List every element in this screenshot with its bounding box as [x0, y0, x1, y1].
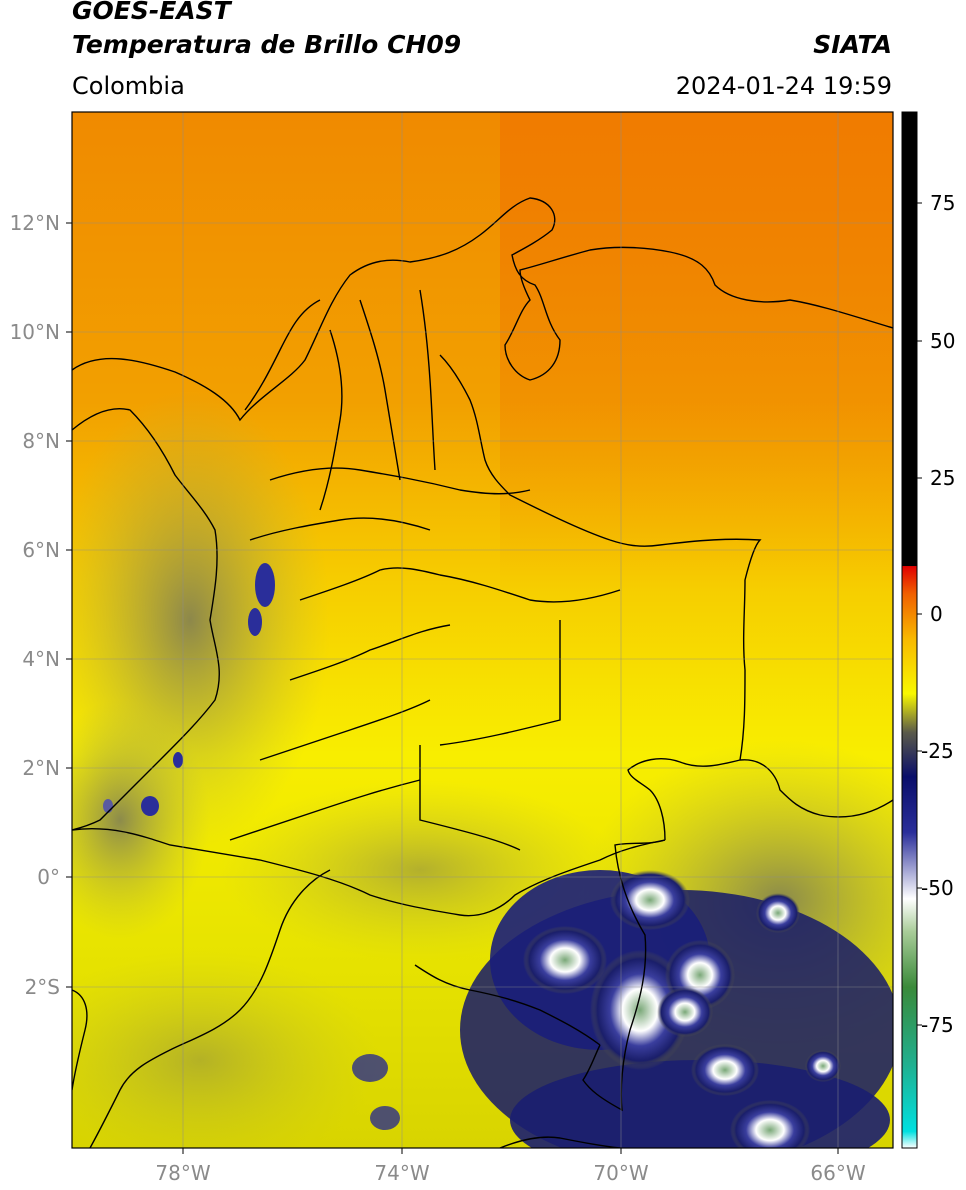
- timestamp-label: 2024-01-24 19:59: [675, 72, 892, 100]
- colorbar-label-0: 0: [930, 602, 943, 626]
- brightness-temperature-field: [72, 112, 893, 1148]
- lat-label-2n: 2°N: [22, 756, 60, 780]
- map-frame: [71, 111, 894, 1149]
- colorbar-label-75: 75: [930, 191, 955, 215]
- colorbar-label-50: 50: [930, 329, 955, 353]
- lon-label-74w: 74°W: [374, 1161, 429, 1185]
- country-borders: [72, 197, 893, 1148]
- colorbar-label-minus75: -75: [921, 1013, 954, 1037]
- lon-label-70w: 70°W: [593, 1161, 648, 1185]
- lat-label-12n: 12°N: [10, 211, 60, 235]
- colorbar-label-25: 25: [930, 466, 955, 490]
- colorbar-ticks: [917, 202, 922, 1026]
- satellite-title: GOES-EAST: [72, 0, 231, 25]
- agency-label: SIATA: [813, 30, 892, 59]
- axis-ticks: [66, 222, 839, 1154]
- product-title: Temperatura de Brillo CH09: [72, 30, 462, 59]
- lat-label-equator: 0°: [37, 865, 60, 889]
- lon-label-66w: 66°W: [810, 1161, 865, 1185]
- colorbar-label-minus50: -50: [921, 876, 954, 900]
- graticule: [72, 112, 893, 1148]
- lat-label-2s: 2°S: [25, 975, 60, 999]
- colorbar-label-minus25: -25: [921, 739, 954, 763]
- lat-label-8n: 8°N: [22, 429, 60, 453]
- colorbar: [901, 111, 918, 1149]
- region-label: Colombia: [72, 72, 185, 100]
- lat-label-4n: 4°N: [22, 647, 60, 671]
- lat-label-6n: 6°N: [22, 538, 60, 562]
- lon-label-78w: 78°W: [155, 1161, 210, 1185]
- lat-label-10n: 10°N: [10, 320, 60, 344]
